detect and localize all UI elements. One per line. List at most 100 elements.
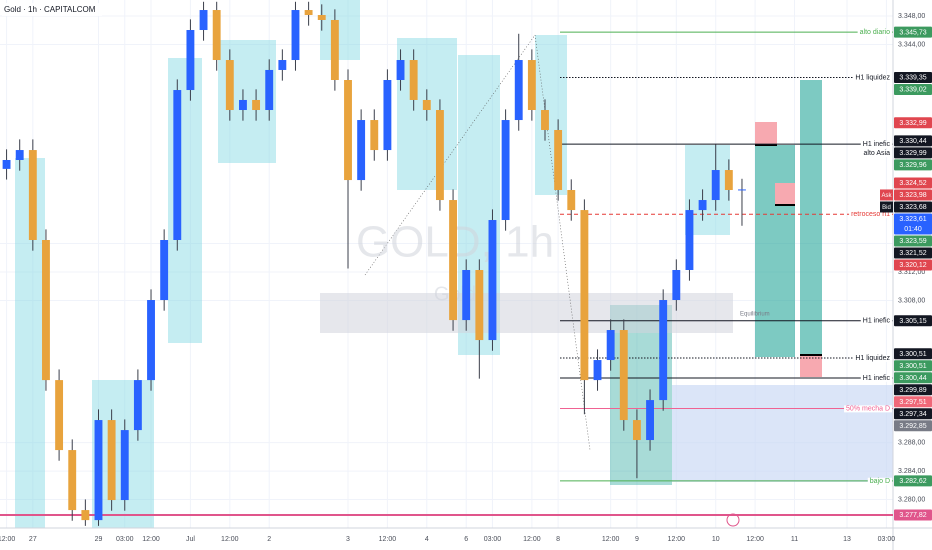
position-target xyxy=(800,80,822,355)
trend-line xyxy=(364,34,536,276)
level-label-bg xyxy=(860,374,893,382)
level-label-bg xyxy=(844,405,892,413)
level-label: H1 inefic xyxy=(863,318,891,325)
level-label-bg xyxy=(853,74,893,82)
position-stop xyxy=(800,355,822,377)
candle-body xyxy=(107,420,116,501)
y-tick-label: 3.344,00 xyxy=(898,41,925,48)
side-tag-label: Ask xyxy=(881,193,892,199)
y-tick-label: 3.288,00 xyxy=(898,440,925,447)
candle-body xyxy=(422,99,431,111)
x-tick-label: 12:00 xyxy=(668,536,686,543)
price-tag-countdown: 01:40 xyxy=(904,226,922,233)
x-tick-label: 12:00 xyxy=(379,536,397,543)
price-tag-label: 3.297,34 xyxy=(899,411,926,418)
annotation: Equilibrium xyxy=(740,312,770,318)
chart-title: Gold · 1h · CAPITALCOM xyxy=(4,5,96,14)
x-tick-label: 12:00 xyxy=(0,536,15,543)
x-tick-label: 13 xyxy=(843,536,851,543)
candle-body xyxy=(28,150,37,240)
level-label: H1 liquidez xyxy=(855,355,890,362)
x-tick-label: 9 xyxy=(635,536,639,543)
candle-body xyxy=(252,99,261,111)
level-label: H1 liquidez xyxy=(855,74,890,81)
x-tick-label: 8 xyxy=(556,536,560,543)
x-tick-label: 2 xyxy=(267,536,271,543)
side-tag-label: Bid xyxy=(882,205,891,211)
side-tag xyxy=(880,201,893,213)
candle-body xyxy=(738,189,746,191)
candle-body xyxy=(304,10,313,16)
x-tick-label: 12:00 xyxy=(142,536,160,543)
candle-body xyxy=(606,330,615,361)
price-tag xyxy=(894,372,932,384)
level-label-bg xyxy=(849,211,893,219)
candle-body xyxy=(173,90,182,240)
candle-body xyxy=(344,80,352,181)
price-tag xyxy=(894,348,932,360)
level-label: retroceso h1 xyxy=(851,211,890,218)
price-tag-label: 3.339,02 xyxy=(899,87,926,94)
price-tag-label: 3.305,15 xyxy=(899,318,926,325)
candle-body xyxy=(580,210,589,381)
level-label-bg xyxy=(853,354,893,362)
candle-body xyxy=(225,60,234,111)
price-tag xyxy=(894,247,932,259)
price-tag-label: 3.299,89 xyxy=(899,387,926,394)
x-tick-label: 11 xyxy=(791,536,798,543)
level-label: H1 inefic xyxy=(863,141,891,148)
candle-body xyxy=(449,200,458,321)
candle-body xyxy=(55,380,64,451)
candle-body xyxy=(672,270,681,301)
level-label-bg xyxy=(860,140,893,148)
price-tag-label: 3.321,52 xyxy=(899,250,926,257)
x-tick-label: 12:00 xyxy=(523,536,541,543)
candle-body xyxy=(632,420,641,441)
level-label: bajo D xyxy=(870,478,890,485)
candle-body xyxy=(435,110,444,201)
price-tag-label: 3.292,85 xyxy=(899,423,926,430)
price-tag-label: 3.329,99 xyxy=(899,150,926,157)
candle-body xyxy=(42,240,50,381)
price-tag-label: 3.282,62 xyxy=(899,478,926,485)
zone xyxy=(535,35,567,195)
price-tag-label: 3.323,68 xyxy=(899,204,926,211)
candle-body xyxy=(15,150,24,160)
price-tag xyxy=(894,213,932,235)
price-tag xyxy=(894,72,932,84)
candle-body xyxy=(199,10,208,31)
price-tag xyxy=(894,135,932,147)
zone xyxy=(168,58,202,343)
side-tag xyxy=(880,189,893,201)
zone xyxy=(320,0,360,60)
candle-body xyxy=(698,200,707,211)
position-target xyxy=(755,145,795,357)
price-tag-label: 3.320,12 xyxy=(899,262,926,269)
price-tag xyxy=(894,189,932,201)
x-tick-label: 03:00 xyxy=(116,536,134,543)
candle-body xyxy=(475,270,484,341)
candle-body xyxy=(514,60,523,121)
event-icon xyxy=(726,513,740,527)
price-tag-label: 3.300,51 xyxy=(899,363,926,370)
candle-body xyxy=(527,60,536,111)
level-label: 50% mecha D xyxy=(846,405,890,412)
candle-body xyxy=(278,60,287,70)
candle-body xyxy=(94,420,103,521)
zone xyxy=(672,385,893,482)
candle-body xyxy=(646,400,654,441)
price-tag xyxy=(894,384,932,396)
price-tag-label: 3.300,44 xyxy=(899,375,926,382)
x-tick-label: 12:00 xyxy=(602,536,620,543)
candle-body xyxy=(370,120,379,151)
price-tag-label: 3.329,96 xyxy=(899,162,926,169)
candle-body xyxy=(501,120,510,221)
trend-line xyxy=(534,34,591,451)
price-tag xyxy=(894,84,932,96)
price-tag-label: 3.323,61 xyxy=(899,216,926,223)
candle-body xyxy=(554,129,563,191)
candle-body xyxy=(2,160,11,169)
price-tag xyxy=(894,315,932,327)
candle-body xyxy=(317,15,326,20)
